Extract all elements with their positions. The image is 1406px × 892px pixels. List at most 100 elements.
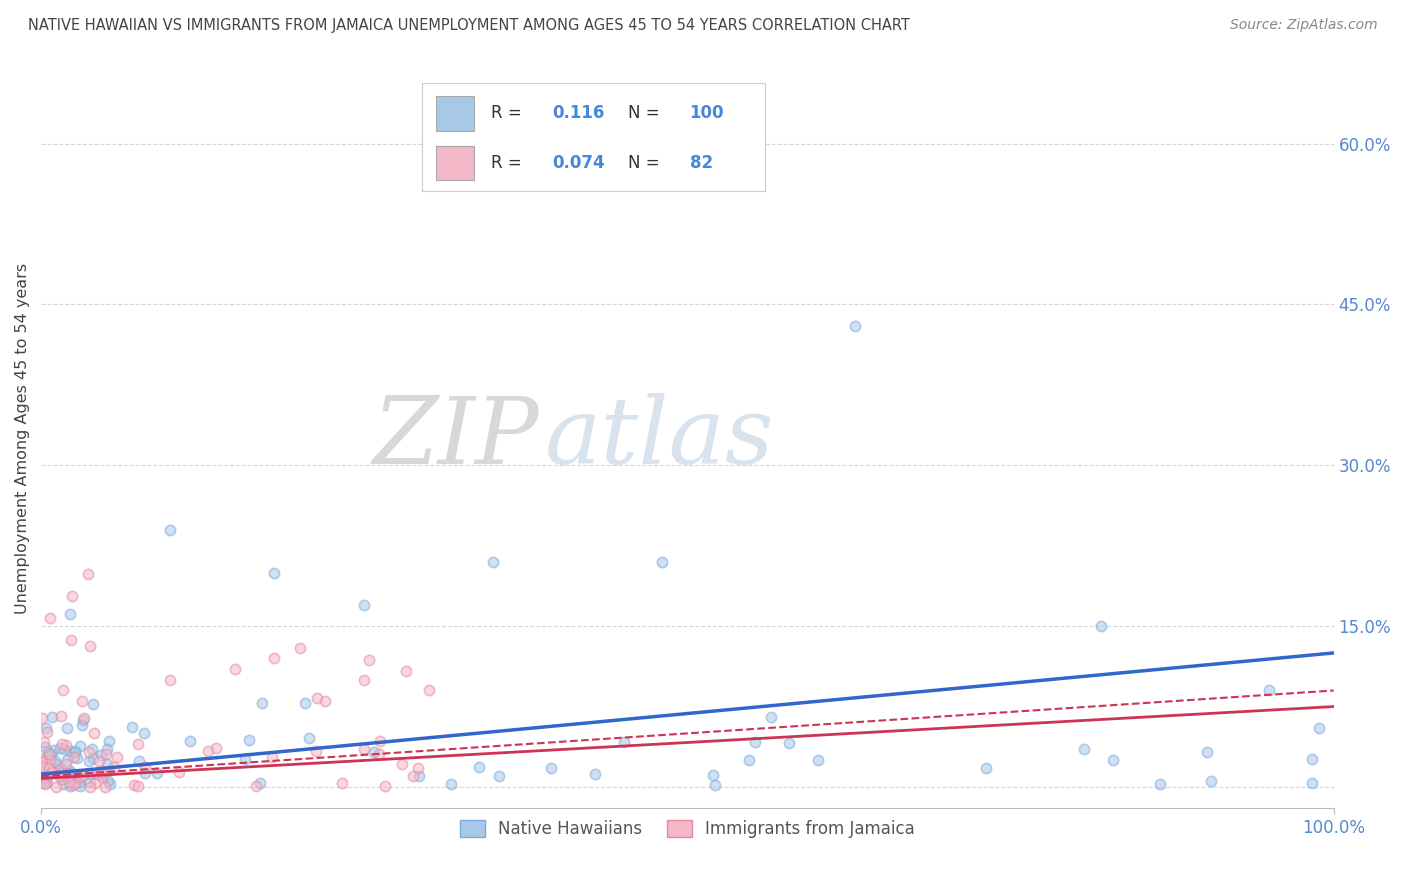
Point <box>77 754 100 768</box>
Point <box>56 721 79 735</box>
Point <box>80 742 103 756</box>
Point <box>134 760 156 774</box>
Point <box>134 766 156 780</box>
Text: atlas: atlas <box>546 393 775 483</box>
Point <box>702 768 724 782</box>
Text: ZIP: ZIP <box>373 393 538 483</box>
Point <box>353 598 375 612</box>
Point <box>1195 745 1218 759</box>
Point <box>94 780 117 794</box>
Point <box>651 555 673 569</box>
Point <box>94 747 117 761</box>
Point <box>97 764 120 778</box>
Point <box>34 753 56 767</box>
Point <box>48 763 70 777</box>
Point <box>32 735 55 749</box>
Point <box>103 760 125 774</box>
Point <box>105 750 128 764</box>
Point <box>35 721 58 735</box>
Point <box>30 751 52 765</box>
Point <box>65 745 87 759</box>
Point <box>121 720 143 734</box>
Point <box>45 756 67 771</box>
Point <box>51 683 73 698</box>
Point <box>62 778 84 792</box>
Point <box>305 744 328 758</box>
Point <box>72 768 94 782</box>
Point <box>1149 777 1171 791</box>
Point <box>37 725 59 739</box>
Point <box>59 607 82 622</box>
Point <box>87 766 110 780</box>
Point <box>31 755 53 769</box>
Point <box>159 673 181 687</box>
Point <box>1301 752 1323 766</box>
Point <box>79 767 101 781</box>
Point <box>402 769 425 783</box>
Point <box>37 774 59 789</box>
Point <box>76 566 98 581</box>
Point <box>391 756 413 771</box>
Point <box>179 733 201 747</box>
Point <box>759 709 782 723</box>
Point <box>67 775 90 789</box>
Point <box>51 772 73 787</box>
Point <box>97 733 120 747</box>
Point <box>91 770 114 784</box>
Point <box>128 754 150 768</box>
Point <box>35 768 58 782</box>
Point <box>79 774 101 789</box>
Point <box>38 747 60 762</box>
Point <box>60 633 83 648</box>
Point <box>60 589 83 603</box>
Point <box>298 731 321 746</box>
Point <box>363 745 385 759</box>
Point <box>1258 683 1281 698</box>
Point <box>32 760 55 774</box>
Point <box>82 751 104 765</box>
Point <box>778 736 800 750</box>
Point <box>1073 741 1095 756</box>
Point <box>249 776 271 790</box>
Point <box>70 694 93 708</box>
Point <box>34 777 56 791</box>
Point <box>1301 776 1323 790</box>
Point <box>314 694 336 708</box>
Point <box>806 753 828 767</box>
Y-axis label: Unemployment Among Ages 45 to 54 years: Unemployment Among Ages 45 to 54 years <box>15 263 30 614</box>
Point <box>245 779 267 793</box>
Point <box>408 769 430 783</box>
Point <box>359 653 381 667</box>
Point <box>55 757 77 772</box>
Point <box>294 696 316 710</box>
Point <box>58 771 80 785</box>
Point <box>374 779 396 793</box>
Point <box>52 769 75 783</box>
Point <box>69 739 91 753</box>
Point <box>96 741 118 756</box>
Point <box>53 742 76 756</box>
Point <box>49 709 72 723</box>
Point <box>97 774 120 789</box>
Point <box>82 697 104 711</box>
Point <box>368 733 391 747</box>
Point <box>79 639 101 653</box>
Point <box>63 744 86 758</box>
Point <box>77 745 100 759</box>
Point <box>72 713 94 727</box>
Point <box>132 725 155 739</box>
Point <box>84 776 107 790</box>
Point <box>167 764 190 779</box>
Point <box>52 777 75 791</box>
Point <box>262 750 284 764</box>
Point <box>65 768 87 782</box>
Point <box>197 743 219 757</box>
Point <box>52 764 75 779</box>
Point <box>353 742 375 756</box>
Point <box>83 726 105 740</box>
Point <box>51 767 73 781</box>
Point <box>56 753 79 767</box>
Point <box>439 777 461 791</box>
Point <box>59 771 82 785</box>
Point <box>418 683 440 698</box>
